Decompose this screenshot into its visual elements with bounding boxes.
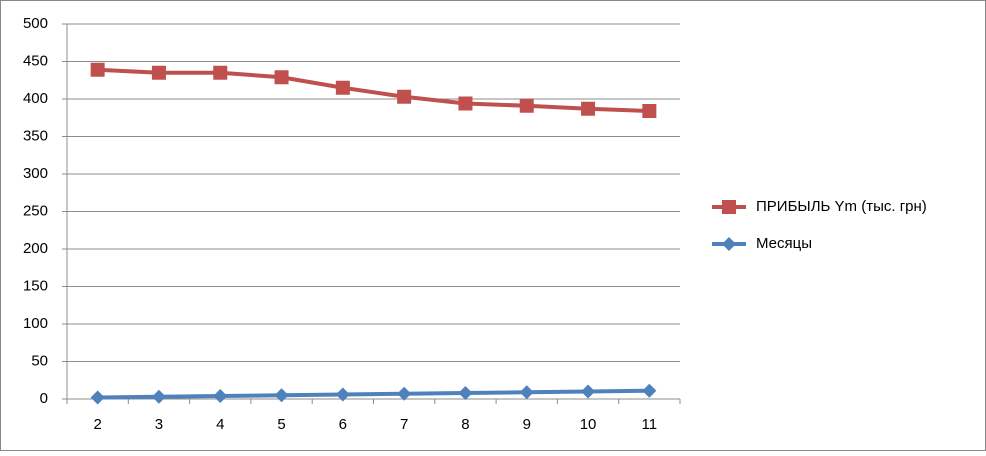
marker — [642, 104, 657, 118]
x-tick-label: 5 — [277, 416, 285, 433]
marker — [151, 389, 166, 404]
x-tick-label: 3 — [155, 416, 163, 433]
y-tick-label: 0 — [40, 390, 48, 407]
y-tick-label: 100 — [23, 315, 48, 332]
x-tick-label: 9 — [523, 416, 531, 433]
marker — [274, 388, 289, 403]
marker — [151, 65, 166, 80]
y-tick-label: 200 — [23, 240, 48, 257]
y-tick-label: 250 — [23, 202, 48, 219]
legend-label: Месяцы — [756, 235, 812, 252]
marker — [397, 386, 412, 401]
marker — [458, 386, 473, 400]
y-tick-label: 400 — [23, 90, 48, 107]
x-tick-label: 7 — [400, 416, 408, 433]
legend-marker — [722, 237, 736, 251]
y-tick-label: 450 — [23, 52, 48, 69]
x-tick-label: 10 — [580, 416, 597, 433]
y-tick-label: 500 — [23, 15, 48, 32]
legend-label: ПРИБЫЛЬ Ym (тыс. грн) — [756, 198, 927, 215]
x-tick-label: 6 — [339, 416, 347, 433]
legend-marker — [722, 200, 736, 214]
x-tick-label: 8 — [461, 416, 469, 433]
x-tick-label: 11 — [642, 416, 658, 433]
series-line — [97, 67, 650, 113]
x-tick-label: 2 — [93, 416, 101, 433]
marker — [335, 80, 350, 95]
marker — [519, 385, 534, 400]
marker — [90, 62, 105, 77]
y-tick-label: 50 — [31, 352, 48, 369]
x-tick-label: 4 — [216, 416, 224, 433]
y-tick-label: 350 — [23, 127, 48, 144]
marker — [90, 390, 105, 405]
y-tick-label: 150 — [23, 277, 48, 294]
y-tick-label: 300 — [23, 165, 48, 182]
marker — [581, 101, 596, 116]
marker — [581, 384, 596, 399]
marker — [519, 98, 534, 113]
marker — [274, 70, 289, 85]
marker — [335, 387, 350, 402]
marker — [458, 96, 473, 111]
marker — [213, 389, 228, 403]
series-line — [97, 388, 650, 400]
marker — [397, 89, 412, 104]
marker — [642, 383, 657, 398]
marker — [213, 65, 228, 80]
